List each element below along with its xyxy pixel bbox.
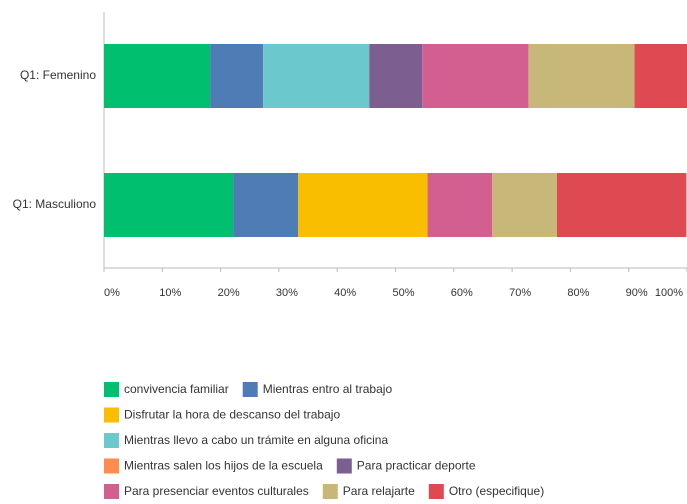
legend-swatch <box>336 458 352 474</box>
x-tick-label: 0% <box>104 287 120 299</box>
x-tick-label: 20% <box>218 287 240 299</box>
legend-label: Para presenciar eventos culturales <box>124 484 309 498</box>
legend-label: Mientras llevo a cabo un trámite en algu… <box>124 433 388 447</box>
x-tick-label: 60% <box>451 287 473 299</box>
x-tick-label: 100% <box>655 287 683 299</box>
legend-swatch <box>104 407 119 423</box>
category-label: Q1: Femenino <box>20 68 96 82</box>
legend-swatch <box>104 484 119 499</box>
x-tick-label: 30% <box>276 287 298 299</box>
x-tick-label: 50% <box>392 287 414 299</box>
legend-swatch <box>104 433 119 448</box>
bar-segment <box>492 173 557 237</box>
bar-segment <box>104 173 234 237</box>
legend-label: convivencia familiar <box>124 382 229 396</box>
bar-segment <box>369 44 423 108</box>
bar-segment <box>422 44 529 108</box>
legend-swatch <box>428 484 444 499</box>
bar-segment <box>634 44 687 108</box>
category-label: Q1: Masculiono <box>13 197 97 211</box>
x-tick-label: 10% <box>159 287 181 299</box>
legend-swatch <box>104 458 119 474</box>
legend-label: Mientras salen los hijos de la escuela <box>124 459 323 473</box>
x-tick-label: 90% <box>626 287 648 299</box>
bar-segment <box>233 173 299 237</box>
legend-label: Mientras entro al trabajo <box>263 382 393 396</box>
legend-swatch <box>104 382 119 397</box>
legend-label: Para practicar deporte <box>357 459 476 473</box>
legend-label: Otro (especifique) <box>449 484 544 498</box>
bar-segment <box>556 173 687 237</box>
bar-segment <box>210 44 264 108</box>
x-tick-label: 80% <box>567 287 589 299</box>
legend-label: Para relajarte <box>343 484 415 498</box>
x-tick-label: 40% <box>334 287 356 299</box>
legend-swatch <box>322 484 338 499</box>
legend-swatch <box>242 382 258 397</box>
bar-segment <box>104 44 211 108</box>
bar-segment <box>528 44 635 108</box>
x-tick-label: 70% <box>509 287 531 299</box>
bar-segment <box>263 44 370 108</box>
bar-segment <box>427 173 493 237</box>
legend-label: Disfrutar la hora de descanso del trabaj… <box>124 408 340 422</box>
bar-segment <box>298 173 428 237</box>
